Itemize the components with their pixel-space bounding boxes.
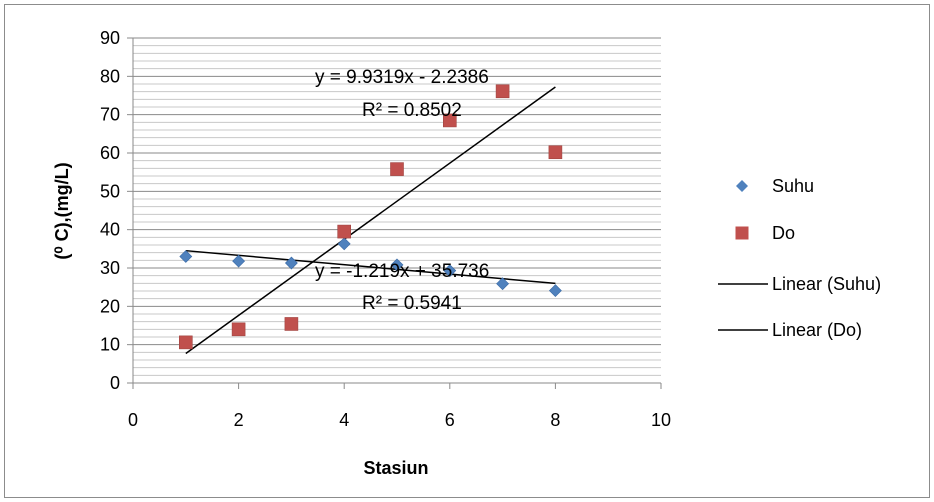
trendline-r2: R² = 0.8502 [362, 100, 462, 121]
y-tick-label: 70 [100, 105, 120, 125]
legend-label-linear-suhu: Linear (Suhu) [772, 274, 881, 294]
x-tick-label: 8 [550, 410, 560, 430]
legend-marker-suhu [736, 180, 748, 192]
y-tick-label: 10 [100, 335, 120, 355]
point-do [390, 162, 404, 176]
y-tick-label: 50 [100, 181, 120, 201]
point-suhu [232, 254, 246, 268]
point-do [337, 224, 352, 239]
legend-label-linear-do: Linear (Do) [772, 320, 862, 340]
point-suhu [548, 284, 562, 298]
axes [127, 37, 662, 389]
legend-label-suhu: Suhu [772, 176, 814, 196]
point-do [442, 113, 457, 128]
gridlines [133, 37, 661, 376]
trendlines [185, 86, 556, 355]
trendline-do [185, 86, 556, 355]
point-do [495, 84, 510, 99]
y-axis-title: (⁰ C),(mg/L) [52, 162, 72, 259]
point-suhu [337, 237, 351, 251]
point-suhu [179, 250, 193, 263]
legend-label-do: Do [772, 223, 795, 243]
chart-frame [4, 4, 930, 498]
x-axis-title: Stasiun [363, 458, 428, 478]
trendline-suhu [185, 249, 556, 285]
tick-labels: 0 10 20 30 40 50 60 70 80 90 0 2 4 6 8 10 [100, 28, 671, 430]
point-do [284, 317, 299, 331]
point-do [231, 322, 246, 337]
trendline-equation: y = 9.9319x - 2.2386 [315, 67, 489, 88]
trendline-equations: y = -1.219x + 35.736 R² = 0.5941 y = 9.931… [315, 67, 489, 314]
point-do [548, 145, 563, 160]
y-tick-label: 30 [100, 258, 120, 278]
y-tick-label: 0 [110, 373, 120, 393]
trendline-r2: R² = 0.5941 [362, 293, 462, 314]
data-points [179, 84, 563, 350]
y-tick-label: 90 [100, 28, 120, 48]
point-do [179, 335, 193, 350]
point-suhu [443, 264, 457, 278]
y-tick-label: 20 [100, 296, 120, 316]
y-tick-label: 60 [100, 143, 120, 163]
point-suhu [284, 256, 298, 270]
x-tick-label: 0 [128, 410, 138, 430]
x-tick-label: 4 [339, 410, 349, 430]
y-tick-label: 40 [100, 220, 120, 240]
y-tick-label: 80 [100, 66, 120, 86]
point-suhu [496, 277, 510, 291]
legend: Suhu Do Linear (Suhu) Linear (Do) [718, 176, 881, 340]
trendline-equation: y = -1.219x + 35.736 [315, 261, 489, 282]
x-tick-label: 10 [651, 410, 671, 430]
x-tick-label: 2 [234, 410, 244, 430]
x-tick-label: 6 [445, 410, 455, 430]
legend-marker-do [735, 226, 749, 240]
point-suhu [390, 258, 404, 272]
